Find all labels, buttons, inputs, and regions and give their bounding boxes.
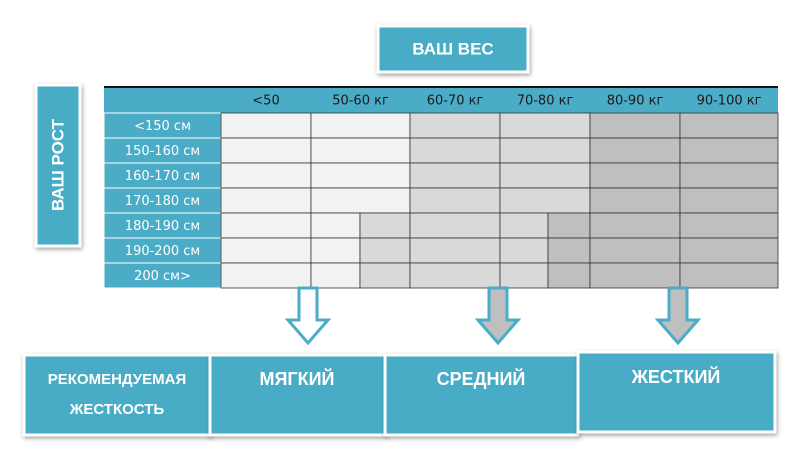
table-cell [310,212,361,239]
table-cell [547,262,591,289]
arrow [474,286,522,346]
table-cell [310,237,361,264]
recommendation-label: РЕКОМЕНДУЕМАЯ [48,371,186,388]
recommendation-label-box [22,353,212,437]
column-label: 70-80 кг [517,94,574,109]
table-cell [547,212,591,239]
level-label: СРЕДНИЙ [437,368,526,389]
level-box [208,353,387,437]
table-cell [589,262,681,289]
table-cell [499,187,591,214]
row-label: 200 см> [134,269,191,284]
table-cell [589,137,681,164]
table-cell [409,212,501,239]
table-cell [589,237,681,264]
table-cell [499,237,549,264]
table-cell [359,262,411,289]
column-label: 80-90 кг [607,94,664,109]
table-cell [310,162,411,189]
table-cell [589,187,681,214]
table-cell [589,162,681,189]
size-table: <50 50-60 кг 60-70 кг 70-80 кг 80-90 кг 90-10… [103,86,779,289]
table-cell [310,137,411,164]
table-cell [359,237,411,264]
row-label-cell [103,262,222,289]
table-cell [220,162,312,189]
table-cell [409,162,501,189]
table-cell [220,212,312,239]
table-cell [499,212,549,239]
table-cell [589,112,681,139]
row-label-cell [103,112,222,139]
header-row [104,87,778,113]
arrows [284,286,702,346]
row-label: 160-170 см [125,169,200,184]
level-box [383,353,580,437]
row-label: 170-180 см [125,194,200,209]
table-cell [220,187,312,214]
table-cell [679,237,779,264]
column-label: 90-100 кг [697,94,762,109]
table-cell [679,212,779,239]
table-cell [409,187,501,214]
table-cell [679,187,779,214]
table-cell [547,237,591,264]
table-cell [679,262,779,289]
column-label: 60-70 кг [427,94,484,109]
table-cell [409,137,501,164]
table-cell [220,262,312,289]
table-cell [310,112,411,139]
arrow [654,286,702,346]
table-cell [589,212,681,239]
table-cell [220,112,312,139]
height-label: ВАШ РОСТ [48,118,67,211]
column-label: 50-60 кг [332,94,389,109]
level-label: МЯГКИЙ [260,368,335,389]
level-label: ЖЕСТКИЙ [631,366,721,387]
column-label: <50 [252,94,279,109]
weight-header: ВАШ ВЕС [412,39,493,58]
weight-header-box [376,24,530,74]
arrow [284,286,332,346]
table-cell [679,162,779,189]
table-cell [679,137,779,164]
row-label: <150 см [134,119,191,134]
table-cell [409,112,501,139]
level-box [576,350,777,434]
table-cell [499,137,591,164]
row-label: 180-190 см [125,219,200,234]
table-cell [359,212,411,239]
row-label-cell [103,137,222,164]
table-cell [310,262,361,289]
height-label-box [34,83,82,248]
row-label-cell [103,187,222,214]
table-cell [409,237,501,264]
table-cell [220,237,312,264]
table-cell [409,262,501,289]
row-label: 150-160 см [125,144,200,159]
table-cell [499,162,591,189]
table-cell [220,137,312,164]
table-cell [499,112,591,139]
table-cell [310,187,411,214]
recommendation-label: ЖЕСТКОСТЬ [69,401,165,418]
row-label: 190-200 см [125,244,200,259]
table-cell [499,262,549,289]
table-cell [679,112,779,139]
